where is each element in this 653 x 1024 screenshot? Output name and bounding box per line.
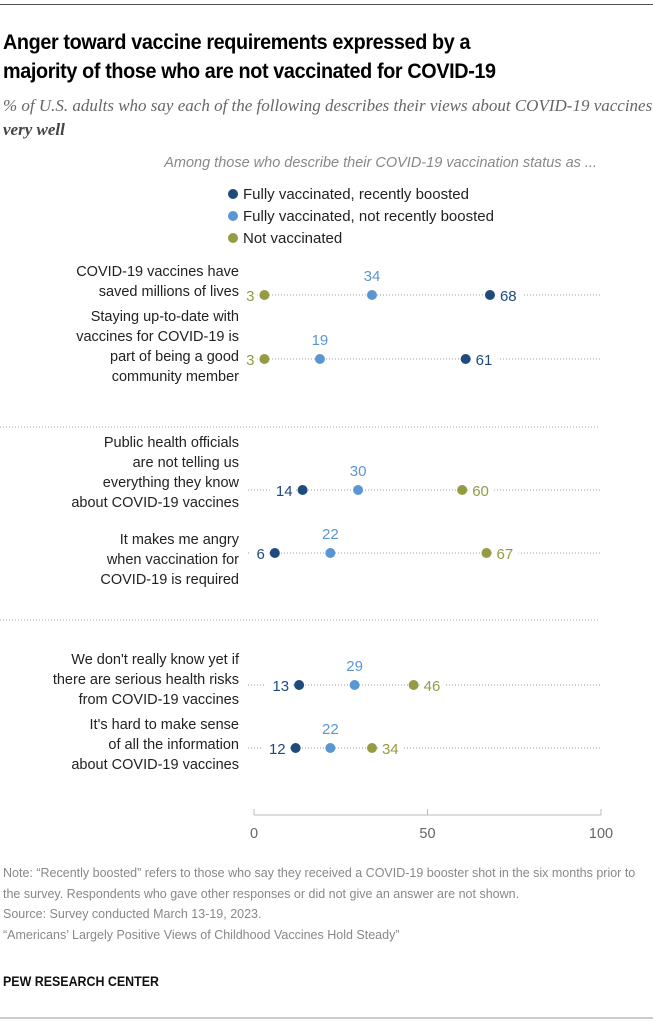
data-point-not-boosted	[325, 548, 336, 558]
data-label-not-vaccinated: 67	[496, 546, 513, 563]
notes: Note: “Recently boosted” refers to those…	[3, 863, 648, 945]
data-label-not-vaccinated: 34	[382, 741, 399, 758]
label-gap	[250, 547, 268, 559]
legend-label: Fully vaccinated, not recently boosted	[243, 207, 494, 225]
data-label-boosted: 6	[256, 546, 264, 563]
label-gap	[377, 742, 404, 754]
data-point-not-vaccinated	[408, 680, 419, 690]
bottom-rule	[0, 1017, 653, 1019]
note-text: Note: “Recently boosted” refers to those…	[3, 866, 636, 901]
data-point-not-vaccinated	[366, 743, 377, 753]
data-point-not-vaccinated	[259, 354, 270, 364]
legend-item-not-vaccinated: Not vaccinated	[228, 227, 494, 249]
label-gap	[269, 484, 296, 496]
label-gap	[262, 742, 289, 754]
data-label-not-boosted: 22	[322, 526, 339, 543]
data-point-boosted	[290, 743, 301, 753]
label-gap	[266, 679, 293, 691]
label-gap	[492, 547, 519, 559]
report-title: “Americans’ Largely Positive Views of Ch…	[3, 927, 400, 942]
legend-heading: Among those who describe their COVID-19 …	[164, 155, 597, 171]
data-point-not-boosted	[366, 290, 377, 300]
row-label: It's hard to make sense of all the inform…	[71, 717, 239, 773]
subtitle-text: % of U.S. adults who say each of the fol…	[3, 96, 653, 115]
legend-item-not-boosted: Fully vaccinated, not recently boosted	[228, 205, 494, 227]
label-gap	[495, 289, 522, 301]
chart-subtitle: % of U.S. adults who say each of the fol…	[3, 94, 653, 142]
data-label-not-vaccinated: 3	[246, 352, 254, 369]
pew-logo-text: PEW RESEARCH CENTER	[3, 974, 159, 989]
data-label-boosted: 68	[500, 288, 517, 305]
x-tick-label: 50	[419, 826, 435, 842]
data-point-boosted	[460, 354, 471, 364]
row-label: COVID-19 vaccines have saved millions of …	[76, 264, 239, 300]
data-label-boosted: 14	[276, 483, 293, 500]
data-label-not-vaccinated: 60	[472, 483, 489, 500]
legend: Fully vaccinated, recently boosted Fully…	[228, 183, 494, 249]
data-point-not-boosted	[349, 680, 360, 690]
chart-title: Anger toward vaccine requirements expres…	[3, 28, 647, 86]
legend-label: Fully vaccinated, recently boosted	[243, 185, 469, 203]
row-label: Public health officials are not telling u…	[71, 435, 239, 511]
legend-item-boosted: Fully vaccinated, recently boosted	[228, 183, 494, 205]
legend-label: Not vaccinated	[243, 229, 343, 247]
data-label-boosted: 12	[269, 741, 286, 758]
data-label-boosted: 61	[476, 352, 493, 369]
data-label-not-vaccinated: 46	[424, 678, 441, 695]
label-gap	[471, 353, 498, 365]
row-label: Staying up-to-date with vaccines for COVI…	[76, 309, 239, 385]
subtitle-emphasis: very well	[3, 120, 65, 139]
data-label-not-vaccinated: 3	[246, 288, 254, 305]
data-point-boosted	[294, 680, 305, 690]
row-label: It makes me angry when vaccination for COV…	[100, 532, 239, 588]
label-gap	[240, 353, 258, 365]
legend-dot-icon	[228, 211, 238, 221]
data-label-not-boosted: 29	[346, 658, 363, 675]
chart-title-line-2: majority of those who are not vaccinated…	[3, 59, 496, 83]
legend-dot-icon	[228, 189, 238, 199]
data-point-not-boosted	[314, 354, 325, 364]
data-point-boosted	[269, 548, 280, 558]
data-label-not-boosted: 22	[322, 721, 339, 738]
data-point-not-vaccinated	[457, 485, 468, 495]
data-point-boosted	[484, 290, 495, 300]
data-label-not-boosted: 34	[364, 268, 381, 285]
data-label-not-boosted: 19	[312, 332, 329, 349]
row-label: We don't really know yet if there are ser…	[52, 652, 239, 708]
data-label-boosted: 13	[272, 678, 289, 695]
data-label-not-boosted: 30	[350, 463, 367, 480]
source-text: Source: Survey conducted March 13-19, 20…	[3, 907, 262, 921]
data-point-boosted	[297, 485, 308, 495]
label-gap	[240, 289, 258, 301]
label-gap	[468, 484, 495, 496]
chart-title-line-1: Anger toward vaccine requirements expres…	[3, 30, 471, 54]
top-rule	[0, 4, 653, 5]
data-point-not-boosted	[325, 743, 336, 753]
data-point-not-vaccinated	[481, 548, 492, 558]
label-gap	[419, 679, 446, 691]
data-point-not-vaccinated	[259, 290, 270, 300]
x-tick-label: 0	[250, 826, 258, 842]
legend-dot-icon	[228, 233, 238, 243]
data-point-not-boosted	[353, 485, 364, 495]
x-tick-label: 100	[589, 826, 613, 842]
